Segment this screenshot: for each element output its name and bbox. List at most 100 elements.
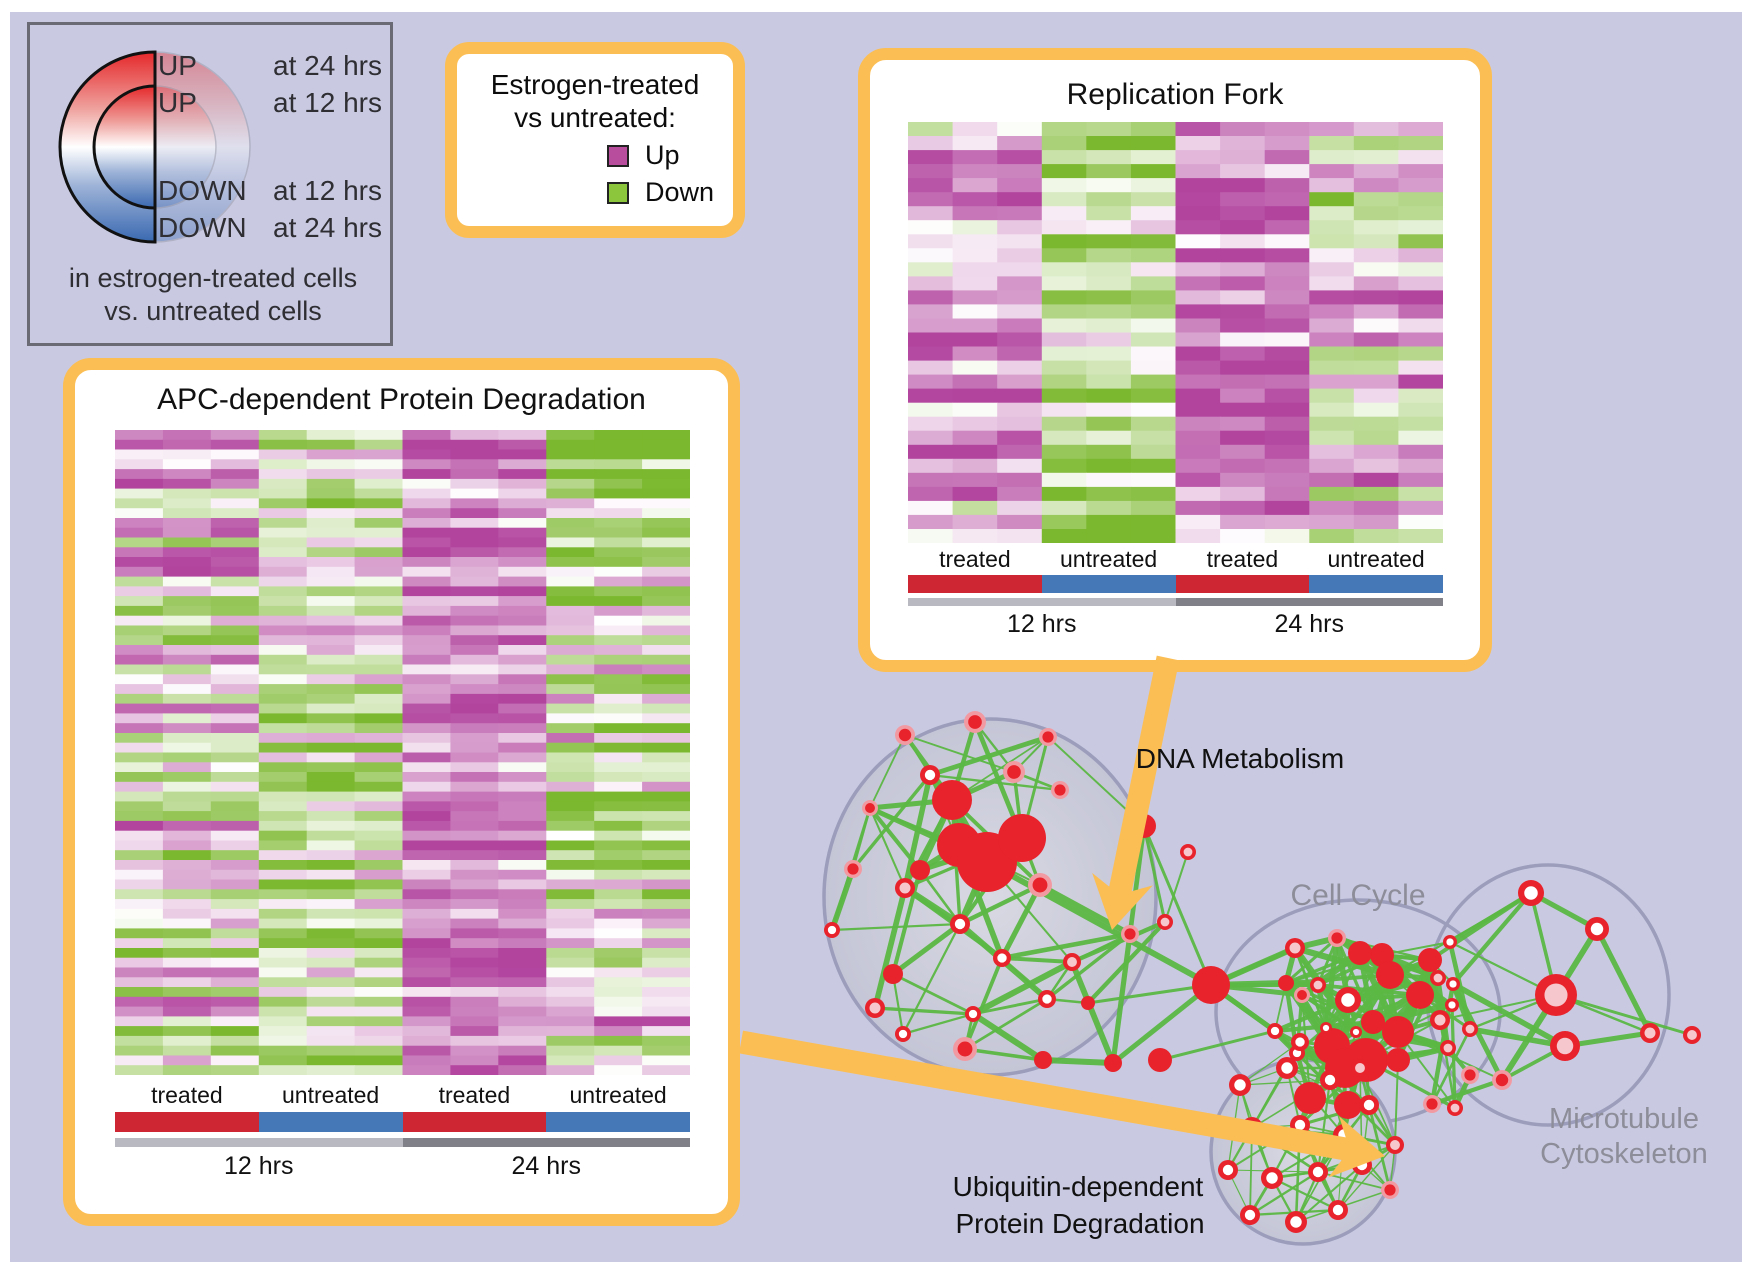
- heatmap-cell: [594, 478, 643, 490]
- heatmap-cell: [162, 430, 212, 441]
- heatmap-cell: [546, 869, 595, 881]
- heatmap-cell: [258, 469, 308, 480]
- heatmap-cell: [1220, 430, 1266, 446]
- heatmap-cell: [952, 346, 998, 361]
- heatmap-cell: [115, 645, 164, 656]
- heatmap-cell: [354, 977, 403, 988]
- network-edge: [902, 774, 933, 889]
- heatmap-cell: [594, 781, 643, 793]
- heatmap-cell: [1175, 444, 1221, 460]
- heatmap-cell: [258, 811, 308, 822]
- heatmap-cell: [402, 547, 451, 558]
- heatmap-cell: [908, 150, 954, 165]
- heatmap-cell: [498, 869, 547, 881]
- heatmap-cell: [498, 733, 547, 744]
- network-node: [1430, 1010, 1450, 1030]
- heatmap-cell: [1264, 304, 1310, 319]
- heatmap-cell: [1309, 304, 1355, 319]
- heatmap-cell: [258, 1006, 308, 1017]
- heatmap-cell: [1353, 360, 1399, 376]
- heatmap-cell: [115, 1065, 164, 1075]
- heatmap-cell: [306, 674, 356, 685]
- heatmap-cell: [1086, 444, 1132, 460]
- heatmap-cell: [1398, 220, 1443, 235]
- heatmap-cell: [908, 318, 954, 333]
- network-edge: [904, 734, 1015, 773]
- heatmap-cell: [162, 498, 212, 509]
- heatmap-cell: [402, 449, 451, 460]
- heatmap-cell: [162, 527, 212, 538]
- rf-condition-bar: [908, 575, 1443, 593]
- heatmap-cell: [306, 967, 356, 978]
- heatmap-cell: [498, 820, 547, 832]
- flow-arrow-head: [1328, 1116, 1385, 1178]
- network-node: [1278, 975, 1294, 991]
- heatmap-cell: [594, 1026, 643, 1037]
- legend-footer-line2: vs. untreated cells: [104, 296, 322, 326]
- heatmap-cell: [258, 723, 308, 734]
- network-node: [1267, 1023, 1283, 1039]
- heatmap-cell: [450, 703, 499, 714]
- heatmap-cell: [402, 938, 451, 949]
- heatmap-cell: [210, 899, 260, 910]
- heatmap-cell: [498, 899, 547, 910]
- network-edge: [1045, 932, 1132, 1001]
- heatmap-cell: [402, 664, 451, 675]
- heatmap-cell: [354, 908, 403, 920]
- heatmap-cell: [210, 449, 260, 460]
- heatmap-cell: [1398, 192, 1443, 207]
- heatmap-cell: [162, 908, 212, 920]
- heatmap-cell: [594, 860, 643, 871]
- heatmap-cell: [997, 486, 1043, 502]
- heatmap-cell: [306, 537, 356, 548]
- network-node: [1423, 1095, 1441, 1113]
- legend-up-12-time: at 12 hrs: [273, 87, 382, 118]
- heatmap-cell: [594, 957, 643, 968]
- heatmap-cell: [306, 664, 356, 675]
- heatmap-cell: [997, 444, 1043, 460]
- heatmap-cell: [258, 527, 308, 538]
- heatmap-cell: [1041, 150, 1087, 165]
- heatmap-cell: [546, 557, 595, 568]
- heatmap-cell: [1130, 388, 1176, 404]
- heatmap-cell: [258, 713, 308, 724]
- heatmap-cell: [115, 811, 164, 822]
- heatmap-cell: [115, 723, 164, 734]
- heatmap-cell: [1353, 318, 1399, 333]
- network-edge: [902, 923, 961, 1035]
- heatmap-cell: [258, 1035, 308, 1047]
- heatmap-cell: [908, 346, 954, 361]
- heatmap-cell: [642, 830, 690, 841]
- heatmap-cell: [450, 850, 499, 861]
- heatmap-cell: [908, 192, 954, 207]
- heatmap-cell: [210, 967, 260, 978]
- heatmap-cell: [1398, 458, 1443, 474]
- heatmap-cell: [162, 547, 212, 558]
- heatmap-cell: [1130, 248, 1176, 263]
- heatmap-cell: [1398, 360, 1443, 376]
- heatmap-cell: [1309, 150, 1355, 165]
- heatmap-cell: [594, 684, 643, 695]
- heatmap-cell: [1398, 514, 1443, 530]
- network-edge: [971, 1011, 1045, 1063]
- heatmap-cell: [210, 850, 260, 861]
- color-key-row-down: Down: [607, 177, 733, 208]
- heatmap-cell: [450, 488, 499, 499]
- network-node: [895, 725, 915, 745]
- heatmap-cell: [402, 635, 451, 646]
- heatmap-cell: [115, 762, 164, 773]
- heatmap-cell: [210, 869, 260, 881]
- heatmap-cell: [908, 122, 954, 137]
- network-edge: [1316, 1079, 1332, 1173]
- heatmap-cell: [546, 860, 595, 871]
- network-edge: [1397, 1031, 1503, 1081]
- heatmap-cell: [546, 889, 595, 900]
- heatmap-cell: [1220, 304, 1266, 319]
- network-node: [1461, 1066, 1479, 1084]
- heatmap-cell: [1398, 318, 1443, 333]
- heatmap-cell: [952, 122, 998, 137]
- heatmap-cell: [546, 547, 595, 558]
- heatmap-cell: [258, 488, 308, 499]
- heatmap-cell: [1041, 248, 1087, 263]
- heatmap-cell: [594, 801, 643, 812]
